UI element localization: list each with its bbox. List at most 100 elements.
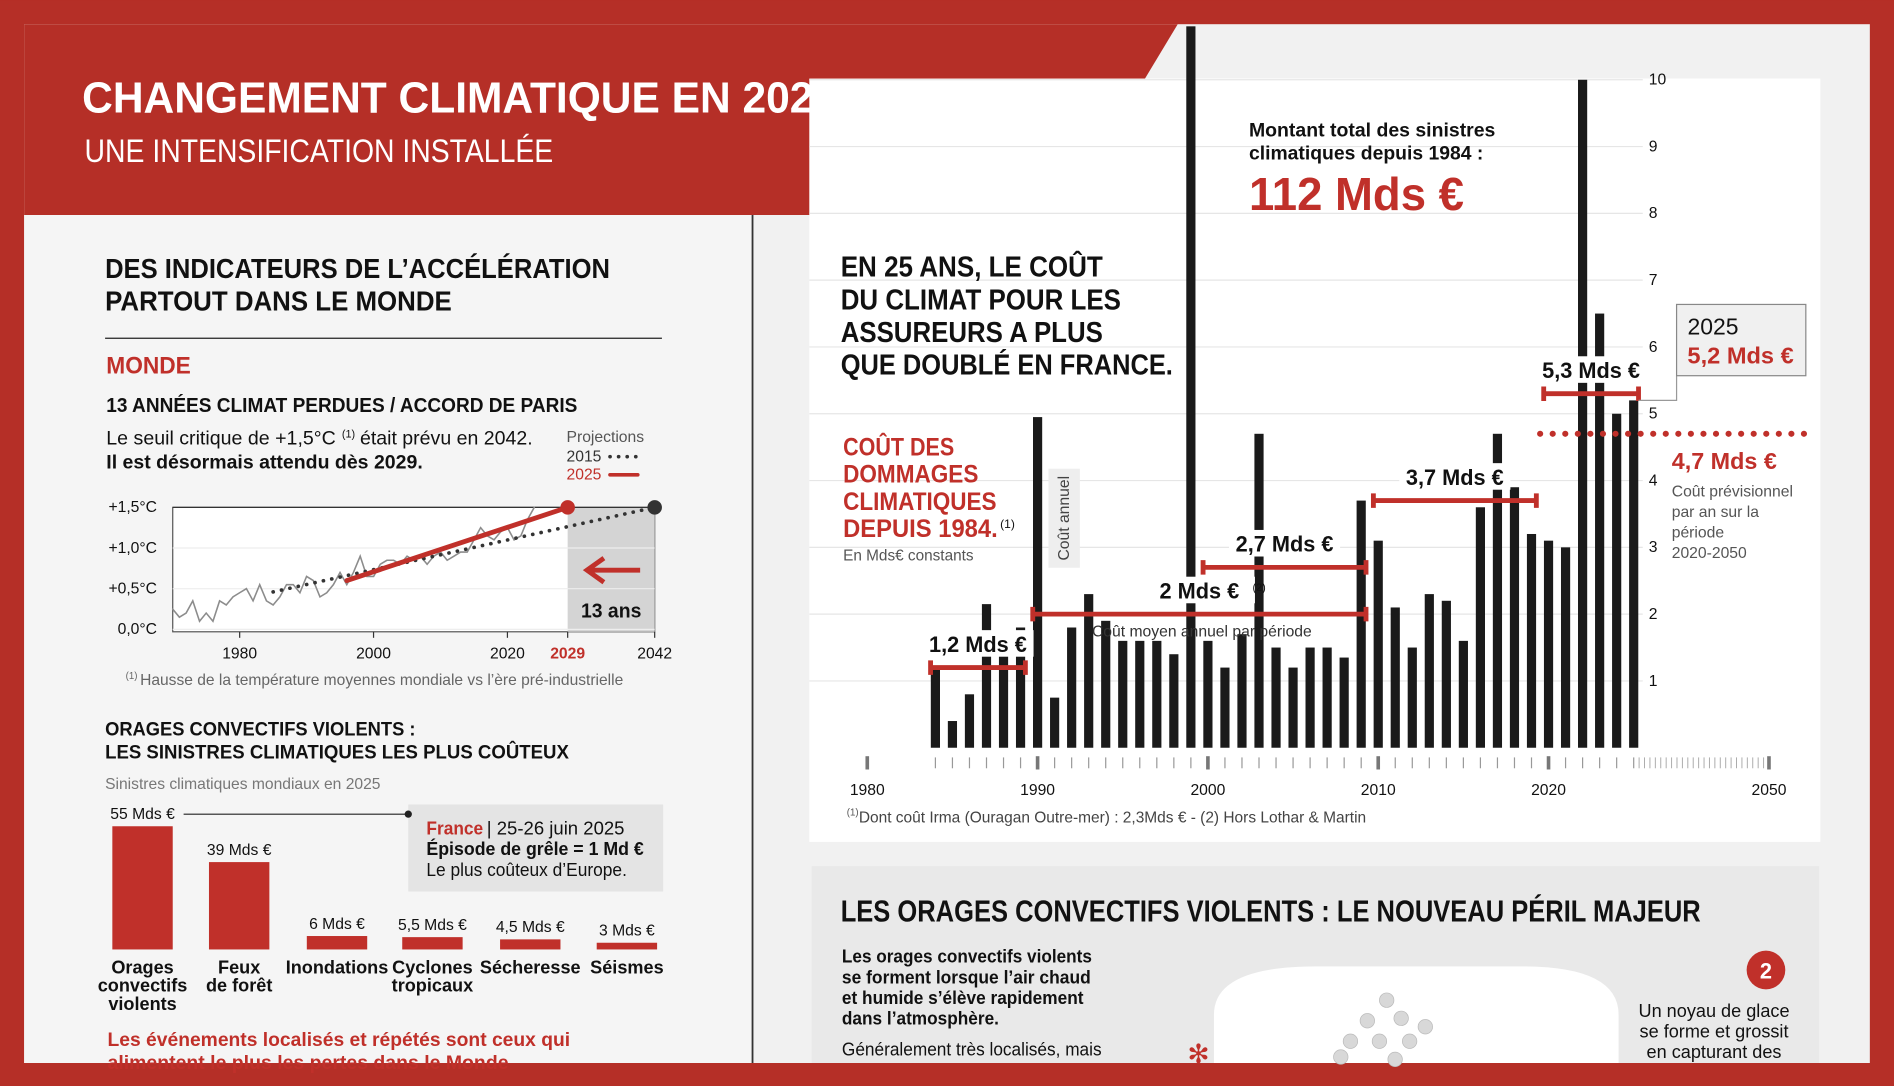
x-tick-label: 1980 — [850, 782, 885, 799]
body-text: Les orages convectifs violents — [842, 947, 1092, 967]
footnote: Dont coût Irma (Ouragan Outre-mer) : 2,3… — [859, 810, 1366, 827]
x-tick-label: Inondations — [286, 958, 389, 978]
bar — [1135, 640, 1145, 748]
x-tick-label: 2010 — [1361, 782, 1396, 799]
step-text: se forme et grossit — [1640, 1022, 1789, 1042]
x-tick-label: tropicaux — [392, 976, 474, 996]
value-label: 39 Mds € — [207, 842, 272, 859]
y-tick-label: 9 — [1649, 138, 1658, 155]
callout-date: | 25-26 juin 2025 — [487, 819, 625, 839]
callout-box — [408, 804, 664, 892]
bar — [596, 942, 658, 950]
y-tick-label: 4 — [1649, 472, 1658, 489]
chart-title: DOMMAGES — [843, 461, 978, 489]
period-label: 5,3 Mds € — [1542, 358, 1640, 383]
period-label: 1,2 Mds € — [929, 632, 1027, 657]
hailstones — [1333, 992, 1433, 1067]
headline: EN 25 ANS, LE COÛT — [841, 250, 1103, 284]
projection-label: 4,7 Mds € — [1672, 448, 1777, 474]
headline: ASSUREURS A PLUS — [841, 317, 1103, 349]
x-tick-label: 2042 — [637, 645, 672, 662]
body-text: et humide s’élève rapidement — [842, 988, 1084, 1008]
value-label: 3 Mds € — [599, 922, 655, 939]
y-tick-label: 3 — [1649, 539, 1658, 556]
x-tick-label: de forêt — [206, 976, 272, 996]
bar — [1305, 647, 1315, 748]
period-caption: Coût moyen annuel par période — [1092, 624, 1312, 641]
note-mark: (1) — [1000, 517, 1015, 531]
bar — [1033, 417, 1043, 748]
callout-text: Le plus coûteux d’Europe. — [426, 860, 627, 880]
projection-line — [271, 505, 657, 594]
projection-note: période — [1672, 525, 1725, 542]
callout-value: 5,2 Mds € — [1687, 343, 1794, 369]
section-label: MONDE — [106, 352, 191, 379]
body-text: Il est désormais attendu dès 2029. — [106, 453, 422, 474]
bar — [998, 647, 1009, 748]
value-label: 6 Mds € — [309, 916, 365, 933]
period-label: 2 Mds € — [1160, 578, 1240, 603]
step-number: 2 — [1760, 958, 1772, 983]
section-heading: DES INDICATEURS DE L’ACCÉLÉRATION — [105, 253, 610, 284]
bar — [1169, 654, 1179, 748]
conclusion: alimentent le plus les pertes dans le Mo… — [108, 1053, 509, 1074]
chart-title: COÛT DES — [843, 431, 954, 461]
bar — [1186, 26, 1196, 748]
panel-title: LES ORAGES CONVECTIFS VIOLENTS : LE NOUV… — [841, 895, 1701, 929]
footnote: Hausse de la température moyennes mondia… — [140, 672, 623, 689]
bar — [981, 604, 992, 748]
x-tick-label: 2000 — [1190, 782, 1225, 799]
period-bracket — [1200, 560, 1369, 575]
y-tick-label: 7 — [1649, 272, 1658, 289]
page-subtitle: UNE INTENSIFICATION INSTALLÉE — [85, 132, 554, 169]
section-heading: PARTOUT DANS LE MONDE — [105, 285, 452, 316]
end-point — [560, 500, 575, 515]
bar — [1407, 647, 1417, 748]
total-label: Montant total des sinistres — [1249, 121, 1495, 142]
bar — [1441, 600, 1451, 748]
bar — [1424, 594, 1434, 748]
label-bg — [1535, 356, 1647, 383]
body-text: Le seuil critique de +1,5°C — [106, 429, 336, 450]
period-label: 3,7 Mds € — [1406, 465, 1504, 490]
x-tick-label: convectifs — [98, 976, 188, 996]
x-tick-label: 1980 — [222, 645, 257, 662]
bar — [1101, 620, 1111, 748]
total-value: 112 Mds € — [1249, 168, 1464, 220]
label-bg — [1228, 529, 1341, 557]
x-tick-label: Orages — [111, 958, 173, 978]
label-bg — [1143, 576, 1255, 604]
label-bg — [922, 630, 1034, 657]
subheading: 13 ANNÉES CLIMAT PERDUES / ACCORD DE PAR… — [106, 394, 577, 417]
value-label: 4,5 Mds € — [496, 919, 565, 936]
bar — [1254, 433, 1264, 748]
period-bracket — [1541, 386, 1641, 401]
bar — [1203, 640, 1213, 748]
legend-label: 2025 — [567, 467, 602, 484]
bar — [1526, 533, 1537, 748]
bar — [1118, 640, 1128, 748]
end-point — [647, 500, 662, 515]
y-tick-label: 2 — [1649, 606, 1658, 623]
bar — [964, 694, 975, 748]
body-text: dans l’atmosphère. — [842, 1008, 999, 1028]
bar — [500, 939, 561, 950]
callout-box — [1675, 303, 1807, 377]
chart-title: CLIMATIQUES — [843, 488, 996, 516]
label-bg — [1399, 463, 1511, 490]
caption: Sinistres climatiques mondiaux en 2025 — [105, 776, 381, 793]
x-tick-label: 2050 — [1752, 782, 1787, 799]
chart-panel — [809, 78, 1821, 842]
note-mark: (1) — [126, 671, 138, 682]
y-tick-label: 1 — [1649, 673, 1658, 690]
note-mark: (1) — [847, 807, 859, 818]
bar — [1390, 607, 1400, 748]
value-label: 5,5 Mds € — [398, 917, 467, 934]
body-text: se forment lorsque l’air chaud — [842, 967, 1091, 987]
bar — [1629, 400, 1639, 748]
projection-note: 2020-2050 — [1672, 545, 1747, 562]
bar — [1475, 507, 1486, 748]
x-tick-label: Sécheresse — [480, 958, 581, 978]
unit-label: En Mds€ constants — [843, 548, 974, 565]
y-tick-label: 8 — [1649, 205, 1658, 222]
